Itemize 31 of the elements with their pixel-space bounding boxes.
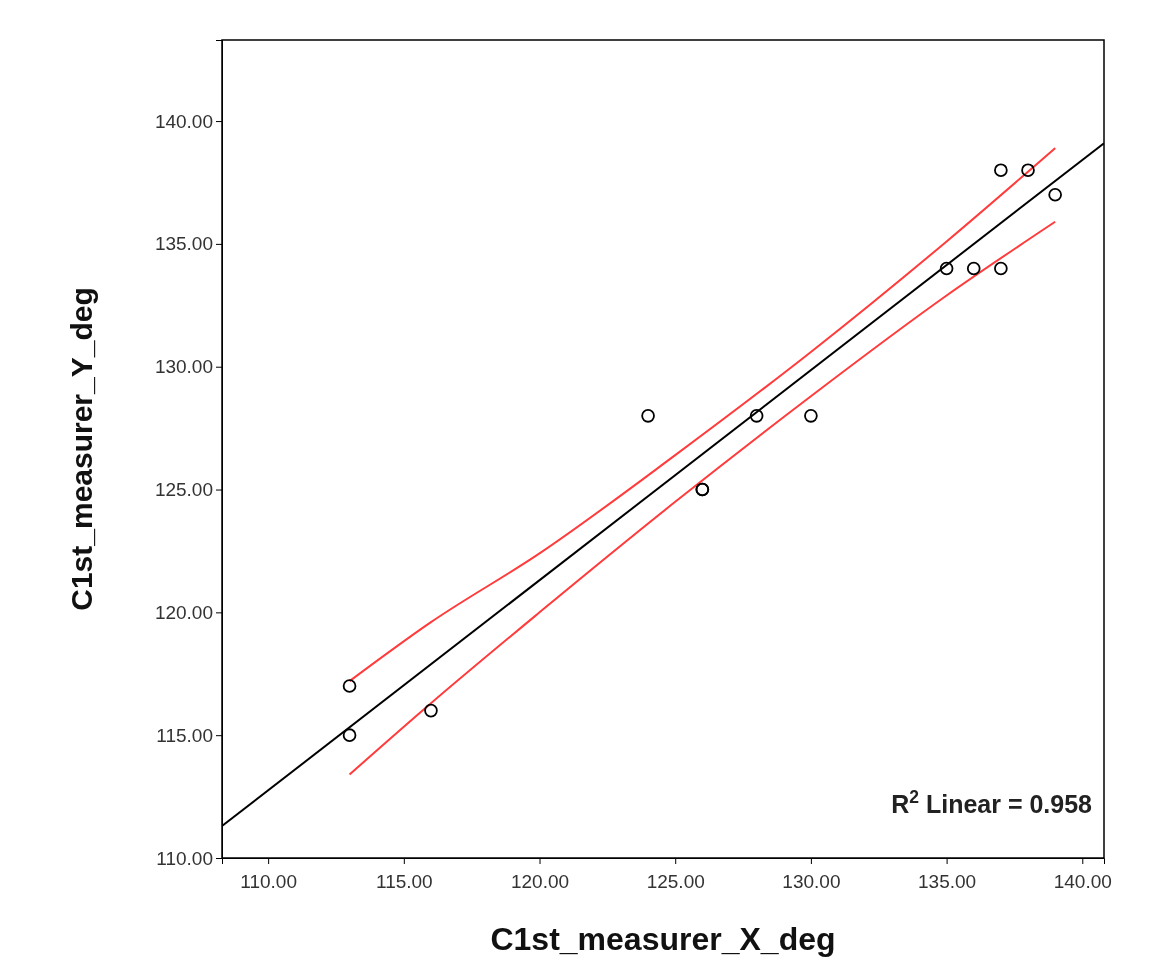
y-tick-label: 110.00 [156,847,213,869]
y-tick-label: 140.00 [154,110,213,132]
x-tick-label: 115.00 [375,870,433,892]
y-axis-title: C1st_measurer_Y_deg [65,287,98,611]
point [749,409,764,423]
x-tick-label: 110.00 [240,870,297,892]
point [1021,163,1035,177]
x-tick-label: 130.00 [782,870,841,892]
point [342,679,357,693]
y-tick-label: 130.00 [154,356,213,378]
point [424,703,438,718]
point [804,409,818,423]
x-tick-label: 140.00 [1053,870,1112,892]
point [994,261,1008,276]
y-tick-label: 125.00 [154,479,213,501]
x-tick-label: 125.00 [646,870,705,892]
point [966,261,981,276]
y-tick-label: 120.00 [154,601,213,623]
y-tick-label: 115.00 [156,724,213,746]
line-series [348,147,1057,683]
point [939,261,954,276]
point [1048,187,1062,202]
point [641,409,655,423]
annotation: R$^{2}$ Linear = 0.958 [891,787,1093,818]
x-tick-label: 120.00 [510,870,570,892]
x-tick-label: 135.00 [918,870,977,892]
point [994,163,1008,177]
line-series [348,220,1057,776]
y-tick-label: 135.00 [154,233,213,255]
x-axis-title: C1st_measurer_X_deg [490,921,836,957]
point [342,728,357,742]
